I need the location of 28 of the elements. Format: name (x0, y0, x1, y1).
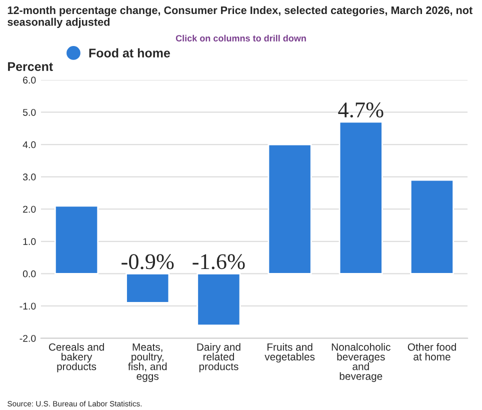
y-tick-label: -2.0 (20, 334, 36, 342)
y-tick-label: 5.0 (22, 108, 36, 116)
data-label: -0.9% (122, 254, 174, 270)
x-tick-label: Cereals and bakery products (48, 343, 104, 372)
bar (268, 144, 312, 274)
data-label: 4.7% (338, 102, 384, 118)
x-tick-label: Nonalcoholic beverages and beverage (332, 343, 390, 382)
x-tick-label: Meats, poultry, fish, and eggs (128, 343, 167, 382)
data-label: -1.6% (192, 254, 245, 270)
y-tick-label: 1.0 (23, 238, 36, 246)
bar (338, 121, 383, 274)
y-tick-label: -1.0 (20, 302, 36, 310)
bar (410, 179, 454, 274)
y-tick-label: 2.0 (23, 206, 36, 213)
y-tick-label: 0.0 (22, 270, 36, 278)
text: Click on columns to drill down (176, 34, 306, 42)
x-tick-label: Dairy and related products (197, 343, 240, 372)
legend-label: Food at home (89, 48, 170, 58)
x-tick-label: Other food at home (408, 343, 456, 360)
bar (126, 272, 170, 304)
y-tick-label: 6.0 (23, 76, 36, 84)
chart-title: 12-month percentage change, Consumer Price Index, selected categories, March 2026, not seasonally adjusted (8, 6, 472, 28)
y-axis-title: Percent (8, 62, 53, 72)
y-tick-label: 3.0 (22, 174, 36, 180)
x-tick-label: Fruits and vegetables (264, 343, 315, 363)
bar (196, 272, 241, 326)
bar (54, 205, 99, 274)
y-tick-label: 4.0 (22, 141, 36, 148)
